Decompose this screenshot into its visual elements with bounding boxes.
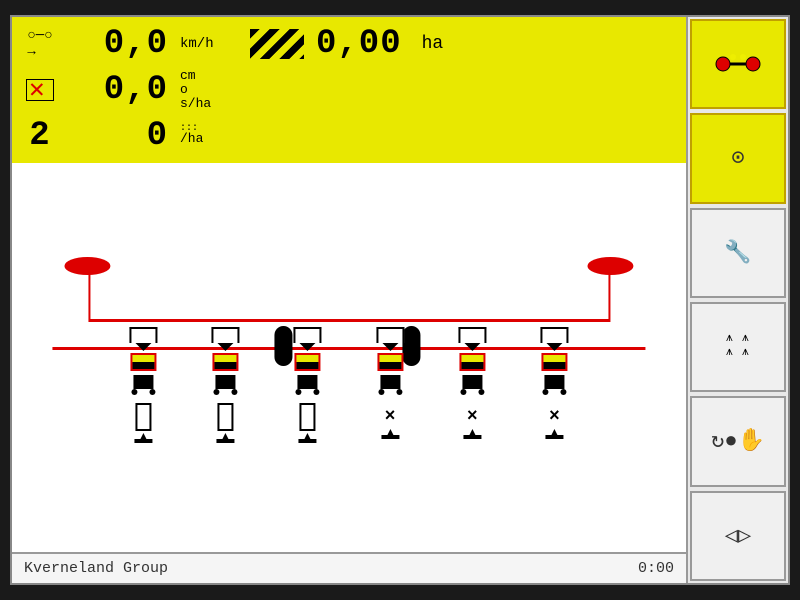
coulter-icon bbox=[298, 375, 318, 389]
coulter-icon bbox=[216, 375, 236, 389]
svg-text:⩚: ⩚ bbox=[742, 345, 749, 359]
row-status-on-icon bbox=[218, 403, 234, 431]
ground-mark-icon bbox=[299, 439, 317, 443]
row-status-off-icon: × bbox=[549, 407, 560, 427]
row-units: × × × bbox=[52, 327, 645, 443]
info-rate-button[interactable]: ⊙ bbox=[690, 113, 786, 203]
coulter-icon bbox=[462, 375, 482, 389]
hazard-stripe-icon bbox=[250, 29, 304, 59]
row-unit-3[interactable] bbox=[287, 327, 329, 443]
settings-button[interactable]: 🔧 bbox=[690, 208, 786, 298]
hopper-icon bbox=[376, 327, 404, 343]
row-unit-6[interactable]: × bbox=[533, 327, 575, 443]
marker-disc-right bbox=[588, 257, 634, 275]
row-unit-1[interactable] bbox=[123, 327, 165, 443]
meter-icon bbox=[295, 353, 321, 371]
status-row-3: 2 0 ::: /ha bbox=[24, 117, 674, 155]
meter-icon bbox=[459, 353, 485, 371]
speed-value: 0,0 bbox=[68, 25, 168, 63]
toolbar-upper bbox=[88, 319, 610, 322]
auto-manual-icon: ↻●✋ bbox=[711, 428, 765, 454]
meter-icon bbox=[541, 353, 567, 371]
nav-arrows-button[interactable]: ◁▷ bbox=[690, 491, 786, 581]
ground-mark-icon bbox=[135, 439, 153, 443]
ground-mark-icon bbox=[381, 435, 399, 439]
marker-arm-left bbox=[88, 269, 90, 319]
status-row-2: 0,0 cm o s/ha bbox=[24, 69, 674, 111]
implement-view: × × × bbox=[12, 163, 686, 552]
status-row-1: ○─○→ 0,0 km/h 0,00 ha bbox=[24, 25, 674, 63]
ground-mark-icon bbox=[217, 439, 235, 443]
hopper-icon bbox=[540, 327, 568, 343]
coulter-icon bbox=[134, 375, 154, 389]
row-status-off-icon: × bbox=[385, 407, 396, 427]
row-status-on-icon bbox=[300, 403, 316, 431]
settings-icon: 🔧 bbox=[724, 240, 751, 266]
main-view-button[interactable] bbox=[690, 19, 786, 109]
tractor-cancel-icon bbox=[24, 78, 56, 102]
wheel-speed-icon: ○─○→ bbox=[24, 32, 56, 56]
speed-unit: km/h bbox=[180, 36, 230, 52]
area-unit: ha bbox=[422, 34, 444, 54]
coulter-icon bbox=[544, 375, 564, 389]
area-value: 0,00 bbox=[316, 25, 402, 63]
info-rate-icon: ⊙ bbox=[731, 145, 744, 171]
tramline-icon: ⩚⩚⩚⩚ bbox=[718, 329, 758, 365]
row-status-off-icon: × bbox=[467, 407, 478, 427]
spacing-value: 0,0 bbox=[68, 71, 168, 109]
population-value: 0 bbox=[68, 117, 168, 155]
spacing-units: cm o s/ha bbox=[180, 69, 211, 111]
meter-icon bbox=[213, 353, 239, 371]
hopper-icon bbox=[294, 327, 322, 343]
row-unit-2[interactable] bbox=[205, 327, 247, 443]
footer-bar: Kverneland Group 0:00 bbox=[12, 552, 686, 583]
coulter-icon bbox=[380, 375, 400, 389]
marker-arm-right bbox=[608, 269, 610, 319]
meter-icon bbox=[131, 353, 157, 371]
brand-label: Kverneland Group bbox=[24, 560, 168, 577]
nav-arrows-icon: ◁▷ bbox=[725, 523, 752, 549]
svg-text:⩚: ⩚ bbox=[726, 331, 733, 345]
ground-mark-icon bbox=[463, 435, 481, 439]
status-panel: ○─○→ 0,0 km/h 0,00 ha 0,0 cm o s/ha bbox=[12, 17, 686, 163]
time-display: 0:00 bbox=[638, 560, 674, 577]
tramline-button[interactable]: ⩚⩚⩚⩚ bbox=[690, 302, 786, 392]
svg-text:⩚: ⩚ bbox=[742, 331, 749, 345]
auto-manual-button[interactable]: ↻●✋ bbox=[690, 396, 786, 486]
hopper-icon bbox=[212, 327, 240, 343]
ground-mark-icon bbox=[545, 435, 563, 439]
side-button-bar: ⊙🔧⩚⩚⩚⩚↻●✋◁▷ bbox=[688, 17, 788, 583]
population-unit: ::: /ha bbox=[180, 126, 208, 146]
tramline-count: 2 bbox=[24, 117, 56, 155]
hopper-icon bbox=[458, 327, 486, 343]
main-display: ○─○→ 0,0 km/h 0,00 ha 0,0 cm o s/ha bbox=[12, 17, 688, 583]
hopper-icon bbox=[130, 327, 158, 343]
terminal-screen: ○─○→ 0,0 km/h 0,00 ha 0,0 cm o s/ha bbox=[10, 15, 790, 585]
row-unit-4[interactable]: × bbox=[369, 327, 411, 443]
meter-icon bbox=[377, 353, 403, 371]
row-unit-5[interactable]: × bbox=[451, 327, 493, 443]
axle-icon bbox=[713, 51, 763, 77]
row-status-on-icon bbox=[136, 403, 152, 431]
svg-text:⩚: ⩚ bbox=[726, 345, 733, 359]
